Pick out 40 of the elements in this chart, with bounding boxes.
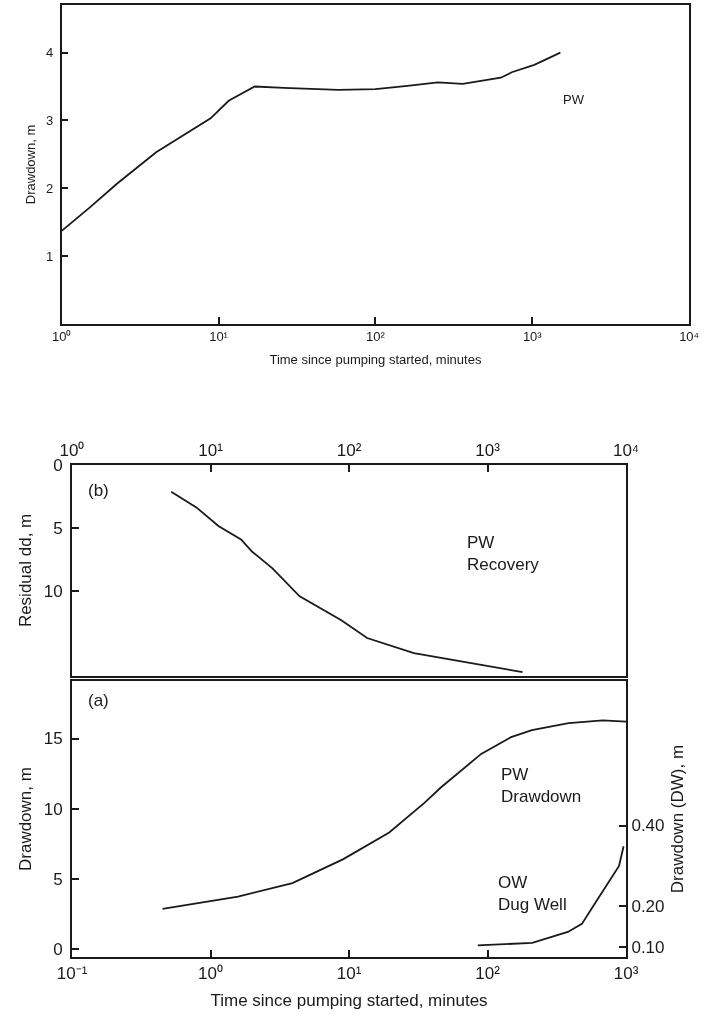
x-tick-label: 10³ — [522, 329, 543, 345]
y-tick-label: 10 — [43, 799, 63, 819]
x-tick-label: 10² — [336, 441, 362, 461]
x-tick-label: 10⁴ — [612, 441, 640, 461]
annotation: PW — [563, 92, 585, 107]
y-tick-label: 10 — [43, 582, 63, 602]
y-tick-label: 5 — [53, 869, 63, 889]
annotation: PW Recovery — [467, 533, 540, 575]
x-tick-label: 10⁻¹ — [56, 964, 88, 984]
x-tick-label: 10⁰ — [51, 329, 72, 345]
y2-tick-label: 0.40 — [631, 816, 665, 836]
x-axis-title: Time since pumping started, minutes — [269, 352, 482, 368]
annotation: PW Drawdown — [501, 765, 582, 807]
y2-tick-label: 0.10 — [631, 937, 665, 957]
x-tick-label: 10² — [475, 964, 501, 984]
x-tick-label: 10¹ — [209, 329, 229, 345]
x-tick-label: 10² — [366, 329, 386, 345]
annotation: (a) — [88, 691, 109, 710]
x-tick-label: 10⁴ — [679, 329, 700, 345]
x-tick-label: 10³ — [613, 964, 639, 984]
x-tick-label: 10⁰ — [198, 964, 223, 984]
x-tick-label: 10³ — [475, 441, 501, 461]
annotation: (b) — [88, 481, 109, 500]
x-tick-label: 10¹ — [336, 964, 362, 984]
y-tick-label: 5 — [53, 519, 63, 539]
y2-axis-title: Drawdown (DW), m — [668, 744, 688, 894]
annotation: OW Dug Well — [498, 873, 567, 915]
y-tick-label: 0 — [53, 455, 63, 475]
y-axis-title: Residual dd, m — [15, 513, 35, 628]
y2-tick-label: 0.20 — [631, 897, 665, 917]
x-axis-title: Time since pumping started, minutes — [210, 991, 488, 1011]
y-tick-label: 15 — [43, 729, 63, 749]
y-tick-label: 4 — [46, 45, 54, 61]
y-tick-label: 0 — [53, 939, 63, 959]
x-tick-label: 10¹ — [198, 441, 224, 461]
y-tick-label: 1 — [46, 248, 54, 264]
y-tick-label: 3 — [46, 112, 54, 128]
y-axis-title: Drawdown, m — [22, 124, 38, 205]
y-tick-label: 2 — [46, 180, 54, 196]
y-axis-title: Drawdown, m — [15, 767, 35, 872]
